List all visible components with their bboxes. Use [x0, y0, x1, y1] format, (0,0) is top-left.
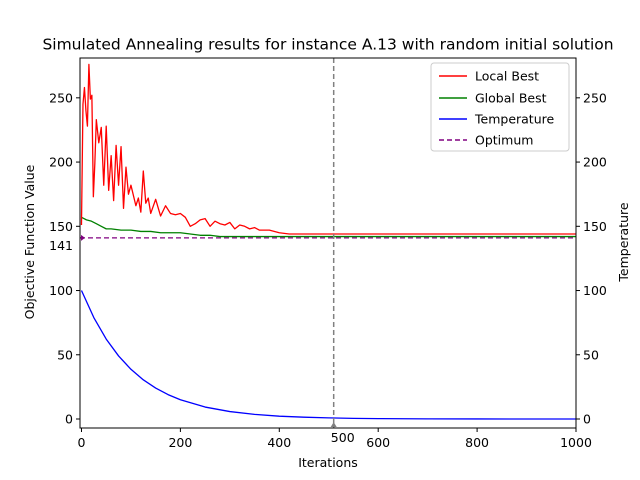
- series-line-temperature: [80, 290, 577, 420]
- y-tick-label-left-141: 141: [49, 238, 73, 253]
- y-tick-label-left-0: 0: [65, 412, 73, 427]
- legend-label-optimum: Optimum: [475, 133, 533, 148]
- plot-content: [80, 58, 577, 428]
- x-tick-label-800: 800: [465, 435, 489, 450]
- marker-arrow-x: [330, 422, 337, 427]
- x-tick-label-500: 500: [331, 430, 355, 445]
- y-tick-label-left-100: 100: [49, 283, 73, 298]
- x-tick-label-600: 600: [366, 435, 390, 450]
- y-tick-label-right-50: 50: [583, 347, 599, 362]
- legend-label-global-best: Global Best: [475, 91, 547, 106]
- y-tick-label-left-250: 250: [49, 90, 73, 105]
- y-tick-label-left-200: 200: [49, 155, 73, 170]
- y-tick-label-right-0: 0: [583, 412, 591, 427]
- marker-arrow-optimum: [81, 234, 85, 241]
- x-tick-label-400: 400: [267, 435, 291, 450]
- y-tick-label-right-200: 200: [583, 155, 607, 170]
- y-tick-label-right-250: 250: [583, 90, 607, 105]
- series-line-global-best: [81, 216, 576, 238]
- y-tick-label-left-150: 150: [49, 219, 73, 234]
- y-tick-label-right-100: 100: [583, 283, 607, 298]
- x-tick-label-200: 200: [168, 435, 192, 450]
- y-axis-label-left: Objective Function Value: [22, 164, 37, 319]
- plot-frame: [79, 57, 577, 429]
- legend: Local Best Global Best Temperature Optim…: [430, 62, 570, 152]
- x-tick-label-1000: 1000: [560, 435, 592, 450]
- legend-label-local-best: Local Best: [475, 69, 539, 84]
- series-line-local-best: [80, 63, 576, 235]
- x-axis-label: Iterations: [298, 455, 358, 470]
- chart-title: Simulated Annealing results for instance…: [42, 36, 613, 54]
- axes: 0 200 400 500 600 800 1000 0 50 100 141 150 200 250 0 5…: [49, 57, 607, 450]
- y-tick-label-right-150: 150: [583, 219, 607, 234]
- y-tick-label-left-50: 50: [57, 347, 73, 362]
- x-tick-label-0: 0: [78, 435, 86, 450]
- legend-label-temperature: Temperature: [474, 112, 554, 127]
- y-axis-label-right: Temperature: [616, 202, 631, 282]
- legend-frame: [430, 62, 570, 152]
